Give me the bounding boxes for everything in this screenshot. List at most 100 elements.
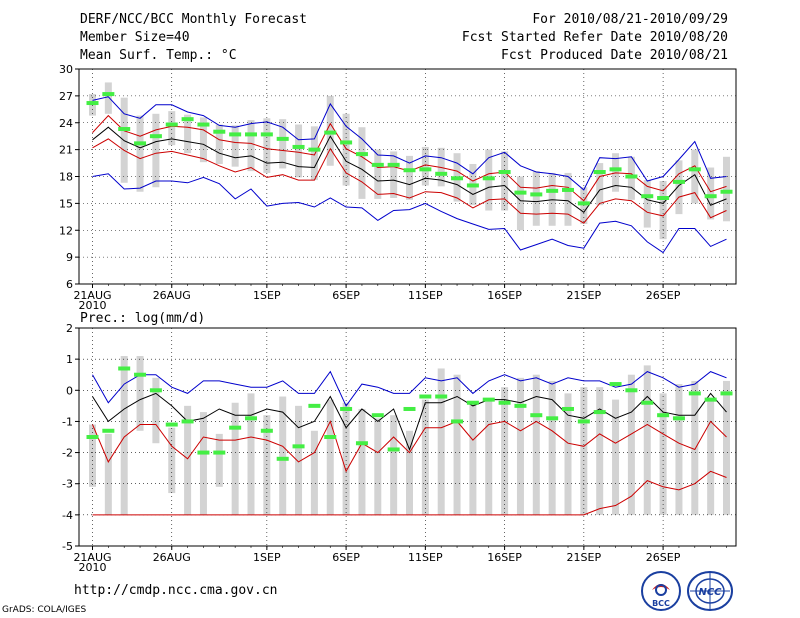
ensemble-box [596, 163, 604, 206]
climatology-marker [482, 176, 495, 181]
ensemble-box [104, 433, 112, 515]
x-tick-label: 11SEP [408, 551, 443, 564]
x-tick-label: 16SEP [487, 289, 522, 302]
series-line-min [92, 420, 727, 473]
y-tick-label: 18 [59, 171, 73, 184]
climatology-marker [609, 382, 622, 387]
ncc-logo-text: NCC [698, 587, 722, 598]
climatology-marker [149, 388, 162, 393]
climatology-marker [435, 171, 448, 176]
ensemble-box [136, 115, 144, 192]
ensemble-box [564, 172, 572, 226]
climatology-marker [609, 167, 622, 172]
climatology-marker [387, 162, 400, 167]
ensemble-box [516, 176, 524, 231]
ensemble-box [136, 356, 144, 431]
climatology-marker [577, 201, 590, 206]
climatology-marker [229, 132, 242, 137]
y-tick-label: 0 [66, 384, 73, 397]
ensemble-box [231, 125, 239, 167]
climatology-marker [720, 391, 733, 396]
climatology-marker [213, 129, 226, 134]
climatology-marker [371, 162, 384, 167]
climatology-marker [134, 372, 147, 377]
ensemble-box [675, 160, 683, 215]
ensemble-box [723, 380, 730, 515]
ensemble-box [326, 399, 334, 515]
forecast-period: For 2010/08/21-2010/09/29 [532, 12, 728, 27]
ensemble-box [643, 365, 651, 515]
y-tick-label: 30 [59, 63, 73, 76]
climatology-marker [165, 422, 178, 427]
climatology-marker [482, 397, 495, 402]
bcc-logo-text: BCC [652, 599, 670, 608]
climatology-marker [149, 134, 162, 139]
climatology-marker [562, 406, 574, 411]
x-tick-label: 21AUG [73, 289, 111, 302]
climatology-marker [546, 188, 559, 193]
climatology-marker [340, 406, 353, 411]
climatology-marker [577, 419, 590, 424]
ensemble-box [152, 113, 160, 188]
ensemble-box [247, 120, 255, 172]
climatology-marker [118, 366, 131, 371]
climatology-marker [118, 127, 131, 132]
climatology-marker [403, 406, 416, 411]
ensemble-box [707, 399, 715, 515]
climatology-marker [260, 428, 273, 433]
climatology-marker [181, 117, 194, 122]
x-tick-label: 26AUG [153, 551, 191, 564]
ensemble-box [707, 167, 715, 220]
plot-frame [78, 327, 737, 547]
ensemble-box [152, 377, 160, 444]
series-line-lowest [92, 470, 727, 516]
climatology-marker [181, 419, 194, 424]
x-tick-label: 26AUG [153, 289, 191, 302]
forecast-started: Fcst Started Refer Date 2010/08/20 [461, 30, 728, 45]
climatology-marker [260, 132, 273, 137]
climatology-marker [197, 450, 210, 455]
y-tick-label: -5 [62, 540, 73, 553]
climatology-marker [276, 136, 289, 141]
x-tick-label: 21SEP [567, 289, 602, 302]
precip-title: Prec.: log(mm/d) [80, 311, 205, 326]
ensemble-box [231, 402, 239, 515]
ensemble-box [215, 124, 223, 164]
climatology-marker [704, 194, 717, 199]
y-tick-label: 12 [59, 224, 73, 237]
ensemble-box [374, 149, 382, 199]
ensemble-box [723, 156, 730, 222]
y-tick-label: 24 [59, 117, 73, 130]
ensemble-box [358, 127, 366, 199]
climatology-marker [514, 403, 527, 408]
x-tick-label: 6SEP [332, 289, 360, 302]
source-url[interactable]: http://cmdp.ncc.cma.gov.cn [74, 583, 278, 598]
climatology-marker [435, 394, 448, 399]
climatology-marker [229, 425, 242, 430]
climatology-marker [672, 179, 685, 184]
ensemble-box [532, 171, 540, 226]
ensemble-box [612, 399, 620, 515]
ensemble-box [215, 433, 223, 487]
series-line-min [92, 173, 727, 254]
ensemble-box [89, 424, 96, 487]
x-tick-label: 21SEP [567, 551, 602, 564]
ensemble-box [374, 418, 382, 515]
forecast-produced: Fcst Produced Date 2010/08/21 [501, 48, 728, 63]
climatology-marker [245, 416, 257, 421]
ensemble-box [295, 405, 303, 515]
series-line-mean [92, 392, 727, 451]
climatology-marker [625, 388, 638, 393]
x-tick-year: 2010 [79, 561, 107, 574]
climatology-marker [134, 141, 147, 146]
climatology-marker [641, 400, 654, 405]
climatology-marker [324, 130, 337, 135]
climatology-marker [688, 391, 701, 396]
climatology-marker [371, 413, 384, 418]
climatology-marker [165, 122, 178, 127]
climatology-marker [86, 435, 99, 439]
ensemble-box [104, 82, 112, 114]
y-tick-label: -4 [62, 509, 73, 522]
x-tick-label: 26SEP [646, 551, 681, 564]
